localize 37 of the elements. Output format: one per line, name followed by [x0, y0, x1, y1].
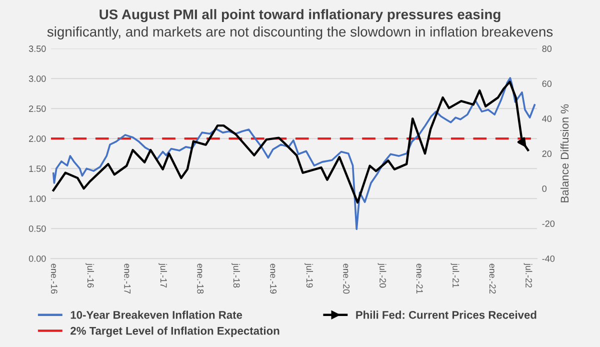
y2-axis-title: Balance Diffusion % [560, 104, 569, 202]
line-series [52, 77, 536, 230]
y-tick-label: 3.50 [28, 46, 46, 52]
x-tick-label: ene.-19 [270, 264, 277, 294]
x-tick-label: jul.-22 [524, 263, 532, 288]
y2-tick-label: 40 [542, 116, 552, 122]
y2-tick-label: 80 [542, 46, 552, 52]
y-tick-label: 1.00 [29, 196, 46, 202]
y-tick-label: 3.00 [28, 76, 46, 82]
x-tick-label: ene.-22 [489, 264, 496, 294]
x-tick-label: jul.-16 [86, 263, 94, 288]
legend-label: 10-Year Breakeven Inflation Rate [70, 310, 242, 319]
legend-label: 2% Target Level of Inflation Expectation [70, 326, 280, 337]
x-tick-label: jul.-18 [232, 263, 240, 288]
x-tick-label: ene.-18 [197, 264, 204, 294]
x-tick-label: jul.-21 [450, 263, 460, 288]
y2-tick-label: 0 [542, 186, 547, 192]
x-tick-label: ene.-16 [50, 264, 58, 294]
chart-title: US August PMI all point toward inflationary pressures easing [100, 9, 500, 22]
y2-tick-label: 60 [542, 80, 552, 87]
y2-tick-label: 20 [542, 150, 552, 157]
y-tick-label: 2.50 [29, 106, 46, 112]
y2-tick-label: -40 [542, 255, 555, 262]
x-tick-label: jul.-17 [158, 263, 168, 288]
x-tick-label: ene.-21 [416, 264, 423, 294]
x-tick-label: ene.-20 [343, 264, 350, 294]
x-tick-label: jul.-20 [378, 263, 386, 288]
y-tick-label: 0.50 [28, 225, 46, 232]
line-series [52, 80, 530, 204]
y2-tick-label: -20 [542, 220, 555, 227]
x-tick-label: ene.-17 [124, 264, 130, 294]
chart-subtitle: significantly, and markets are not discounting the slowdown in inflation breakevens [47, 26, 553, 40]
y-tick-label: 2.00 [29, 136, 46, 142]
x-tick-label: jul.-19 [304, 263, 314, 288]
y-tick-label: 1.50 [29, 166, 46, 172]
y-tick-label: 0.00 [28, 255, 46, 262]
legend-label: Phili Fed: Current Prices Received [356, 310, 536, 319]
